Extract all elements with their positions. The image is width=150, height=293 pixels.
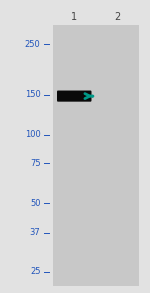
Bar	[52, 25, 96, 286]
Bar	[95, 25, 139, 286]
Text: 50: 50	[30, 199, 40, 208]
Text: 150: 150	[25, 90, 40, 99]
Text: 37: 37	[30, 229, 40, 237]
Text: 75: 75	[30, 159, 40, 168]
Text: 1: 1	[71, 12, 77, 22]
Text: 25: 25	[30, 267, 40, 276]
FancyBboxPatch shape	[57, 91, 92, 102]
Text: 250: 250	[25, 40, 40, 49]
Text: 100: 100	[25, 130, 40, 139]
Text: 2: 2	[114, 12, 120, 22]
